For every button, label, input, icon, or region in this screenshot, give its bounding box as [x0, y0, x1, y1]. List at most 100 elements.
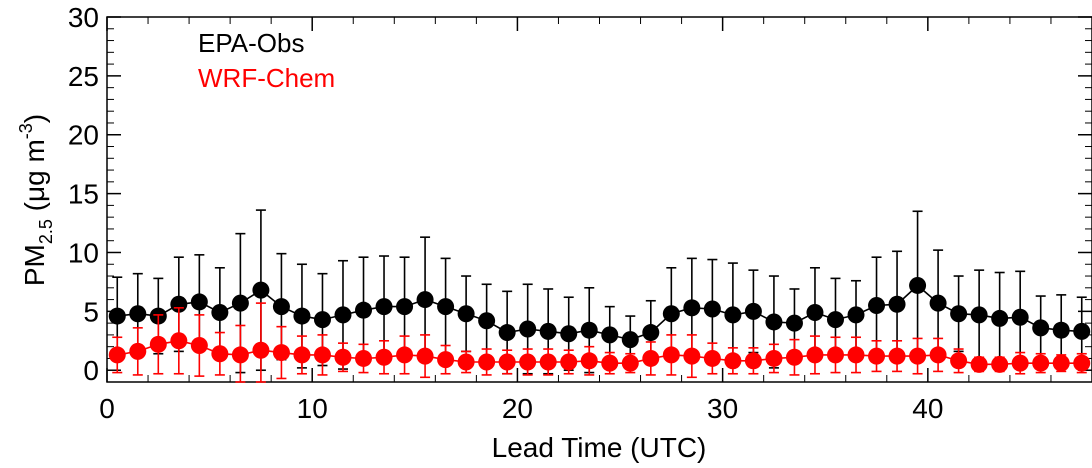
y-tick-label: 10: [68, 237, 99, 268]
data-point: [765, 349, 783, 367]
data-point: [888, 347, 906, 365]
data-point: [252, 281, 270, 299]
data-point: [868, 296, 886, 314]
x-tick-label: 20: [502, 393, 533, 424]
data-point: [601, 326, 619, 344]
data-point: [683, 299, 701, 317]
data-point: [272, 298, 290, 316]
data-point: [108, 307, 126, 325]
legend: EPA-Obs WRF-Chem: [198, 28, 335, 93]
data-point: [806, 304, 824, 322]
y-axis-title-subscript: 2.5: [36, 219, 56, 244]
data-point: [252, 341, 270, 359]
data-point: [190, 293, 208, 311]
data-point: [396, 298, 414, 316]
data-point: [785, 314, 803, 332]
data-point: [1032, 354, 1050, 372]
y-tick-label: 5: [83, 296, 99, 327]
data-point: [991, 355, 1009, 373]
plot-area: [108, 209, 1091, 383]
legend-entry-wrf-chem: WRF-Chem: [198, 63, 335, 93]
data-point: [478, 353, 496, 371]
data-point: [478, 312, 496, 330]
data-point: [313, 311, 331, 329]
data-point: [929, 346, 947, 364]
data-point: [375, 298, 393, 316]
data-point: [724, 306, 742, 324]
data-point: [765, 313, 783, 331]
y-axis-title-main: PM: [19, 244, 50, 286]
data-point: [683, 347, 701, 365]
data-point: [231, 294, 249, 312]
data-point: [991, 309, 1009, 327]
data-point: [662, 305, 680, 323]
data-point: [785, 348, 803, 366]
y-tick-label: 0: [83, 355, 99, 386]
data-point: [272, 344, 290, 362]
data-point: [621, 354, 639, 372]
data-point: [355, 301, 373, 319]
y-tick-label: 30: [68, 2, 99, 33]
data-point: [929, 294, 947, 312]
data-point: [190, 337, 208, 354]
data-point: [231, 346, 249, 364]
data-point: [355, 349, 373, 367]
data-point: [293, 346, 311, 364]
x-tick-label: 40: [912, 393, 943, 424]
y-tick-label: 20: [68, 120, 99, 151]
y-axis-title-units: (μg m: [19, 139, 50, 219]
data-point: [1073, 322, 1091, 340]
y-axis: 0 5 10 15 20 25 30: [68, 2, 1092, 386]
data-point: [1052, 321, 1070, 339]
data-point: [149, 335, 167, 353]
y-tick-label: 15: [68, 179, 99, 210]
data-point: [129, 305, 147, 323]
x-tick-label: 10: [297, 393, 328, 424]
data-point: [970, 306, 988, 324]
data-point: [580, 321, 598, 339]
y-axis-title-units-close: ): [19, 114, 50, 123]
data-point: [313, 346, 331, 364]
data-point: [498, 324, 516, 342]
data-point: [868, 347, 886, 365]
data-point: [457, 353, 475, 371]
data-point: [457, 305, 475, 323]
x-axis-title: Lead Time (UTC): [492, 432, 707, 463]
data-point: [1011, 308, 1029, 326]
data-point: [1052, 354, 1070, 372]
series-wrf-chem: [108, 302, 1091, 383]
x-tick-label: 0: [99, 393, 115, 424]
x-axis: 0 10 20 30 40: [99, 17, 1052, 424]
data-point: [826, 311, 844, 329]
data-point: [806, 346, 824, 364]
data-point: [416, 291, 434, 309]
data-point: [211, 304, 229, 322]
data-point: [375, 348, 393, 366]
data-point: [560, 353, 578, 371]
data-point: [519, 353, 537, 371]
y-axis-title-superscript: -3: [16, 123, 36, 139]
data-point: [437, 351, 455, 369]
data-point: [334, 306, 352, 324]
data-point: [539, 353, 557, 371]
data-point: [642, 349, 660, 367]
data-point: [580, 352, 598, 370]
data-point: [211, 345, 229, 363]
data-point: [970, 355, 988, 373]
data-point: [519, 320, 537, 338]
data-point: [744, 352, 762, 370]
data-point: [416, 347, 434, 365]
data-point: [539, 322, 557, 340]
data-point: [662, 346, 680, 364]
data-point: [703, 349, 721, 367]
data-point: [498, 353, 516, 371]
data-point: [621, 331, 639, 349]
y-tick-label: 25: [68, 61, 99, 92]
data-point: [601, 354, 619, 372]
data-point: [703, 300, 721, 318]
data-point: [170, 332, 188, 350]
data-point: [334, 348, 352, 366]
data-point: [847, 306, 865, 324]
data-point: [1073, 354, 1091, 372]
